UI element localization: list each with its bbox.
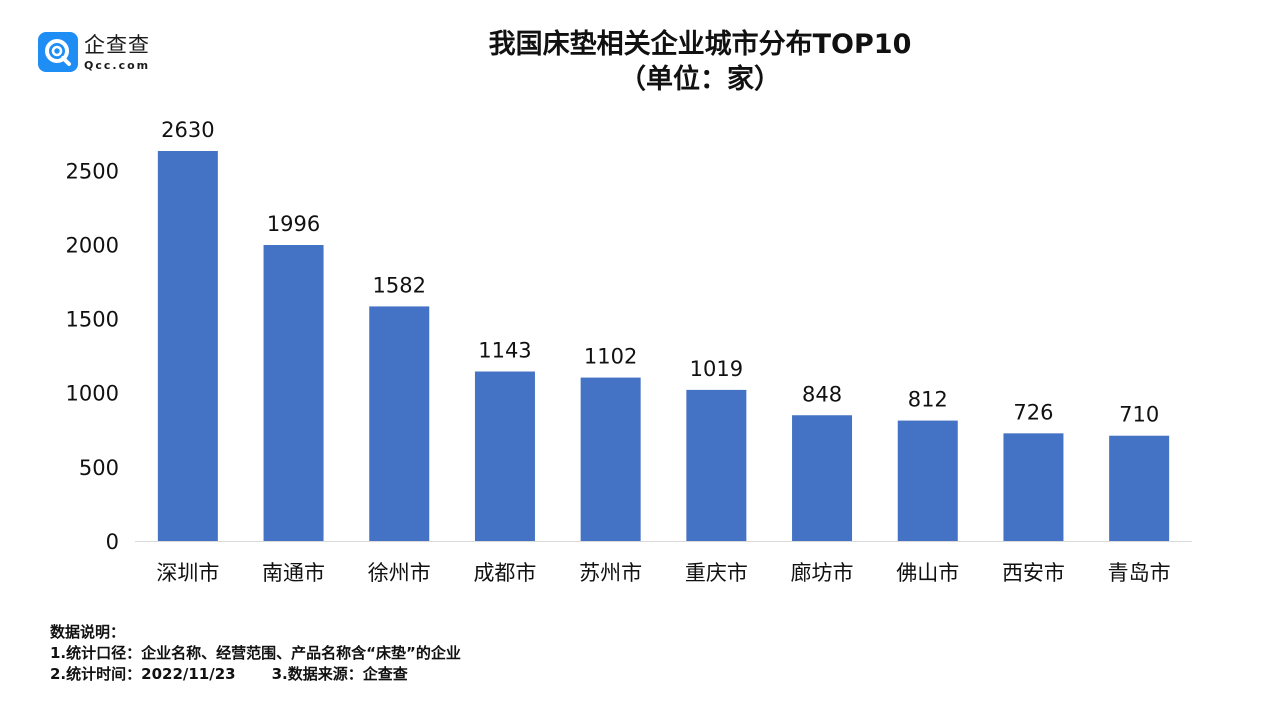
bar xyxy=(792,415,853,541)
bar xyxy=(157,151,218,541)
x-tick-label: 重庆市 xyxy=(685,561,748,585)
x-tick-label: 深圳市 xyxy=(156,561,219,585)
x-tick-label: 徐州市 xyxy=(368,561,431,585)
y-tick-label: 500 xyxy=(79,456,119,480)
x-tick-label: 青岛市 xyxy=(1108,561,1171,585)
logo-name-en: Qcc.com xyxy=(84,59,151,72)
y-tick-label: 0 xyxy=(106,530,119,554)
x-tick-label: 苏州市 xyxy=(579,561,642,585)
data-label: 1143 xyxy=(478,339,531,363)
bar xyxy=(474,371,535,541)
qcc-logo: 企查查 Qcc.com xyxy=(38,32,162,74)
notes-heading: 数据说明： xyxy=(50,623,126,641)
y-tick-label: 2500 xyxy=(66,159,119,183)
data-label: 1019 xyxy=(690,357,743,381)
notes-source: 3.数据来源：企查查 xyxy=(271,665,408,683)
data-notes: 数据说明： 1.统计口径：企业名称、经营范围、产品名称含“床垫”的企业 2.统计… xyxy=(50,622,461,685)
qcc-logo-icon xyxy=(38,32,78,72)
data-label: 2630 xyxy=(161,118,214,142)
chart-title: 我国床垫相关企业城市分布TOP10 xyxy=(488,29,912,60)
bar xyxy=(263,245,324,542)
notes-scope: 1.统计口径：企业名称、经营范围、产品名称含“床垫”的企业 xyxy=(50,644,461,662)
data-label: 848 xyxy=(802,382,842,406)
x-tick-label: 西安市 xyxy=(1002,561,1065,585)
chart-subtitle: （单位：家） xyxy=(619,64,781,95)
x-tick-label: 南通市 xyxy=(262,561,325,585)
bar xyxy=(369,306,430,541)
bar xyxy=(897,420,958,541)
data-label: 726 xyxy=(1013,400,1053,424)
y-tick-label: 1500 xyxy=(66,308,119,332)
y-tick-label: 2000 xyxy=(66,233,119,257)
x-tick-label: 成都市 xyxy=(473,561,536,585)
bar xyxy=(1003,433,1064,541)
data-label: 812 xyxy=(908,388,948,412)
notes-date: 2.统计时间：2022/11/23 xyxy=(50,665,236,683)
bar xyxy=(686,389,747,541)
logo-name-cn: 企查查 xyxy=(84,33,150,57)
x-tick-label: 佛山市 xyxy=(896,561,959,585)
bar xyxy=(1109,435,1170,541)
bar xyxy=(580,377,641,541)
x-tick-label: 廊坊市 xyxy=(791,561,854,585)
y-tick-label: 1000 xyxy=(66,382,119,406)
data-label: 1582 xyxy=(373,273,426,297)
data-label: 710 xyxy=(1119,403,1159,427)
data-label: 1996 xyxy=(267,212,320,236)
data-label: 1102 xyxy=(584,345,637,369)
